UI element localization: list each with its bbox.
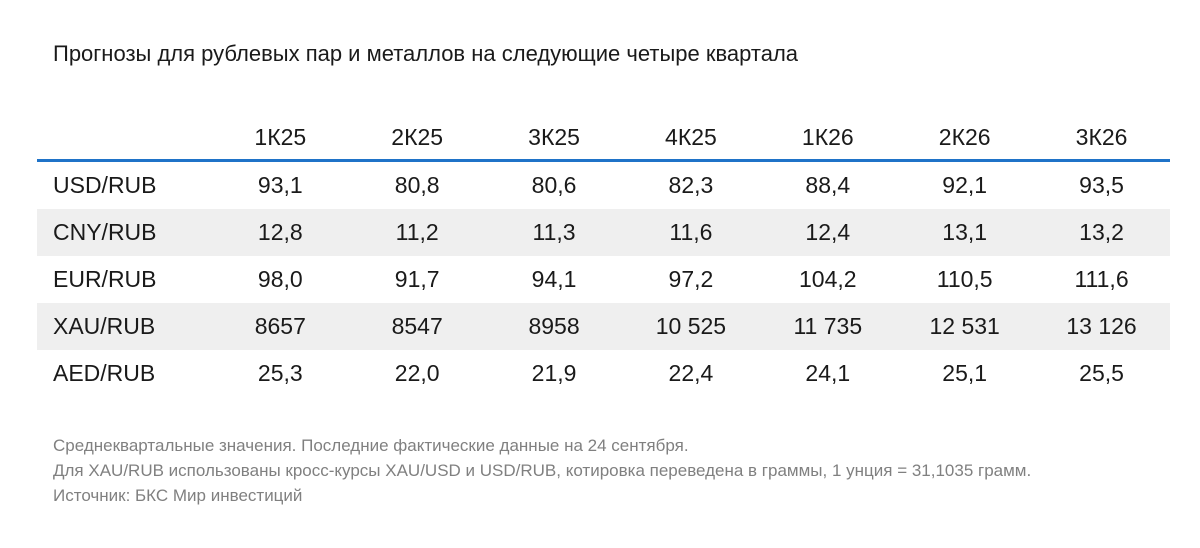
column-header: 4К25 [665,123,717,150]
table-cell: 13 126 [1066,313,1137,339]
row-label: AED/RUB [53,360,156,386]
table-row: XAU/RUB 8657 8547 8958 10 525 11 735 12 … [37,303,1170,350]
table-cell: 22,4 [668,360,714,386]
table-cell: 93,1 [257,172,303,198]
column-header: 3К25 [528,123,580,150]
table-cell: 88,4 [805,172,851,198]
table-cell: 8547 [391,313,443,339]
table-row: AED/RUB 25,3 22,0 21,9 22,4 24,1 25,1 25… [37,350,1170,397]
table-cell: 98,0 [257,266,303,292]
table-cell: 104,2 [799,266,857,292]
row-label: EUR/RUB [53,266,157,292]
table-cell: 25,5 [1079,360,1124,386]
table-cell: 80,8 [394,172,440,198]
table-cell: 12,4 [805,219,851,245]
page-title: Прогнозы для рублевых пар и металлов на … [53,41,799,66]
footnote-source: Источник: БКС Мир инвестиций [53,486,303,505]
row-label: CNY/RUB [53,219,157,245]
table-cell: 12,8 [257,219,303,245]
table-row: EUR/RUB 98,0 91,7 94,1 97,2 104,2 110,5 … [37,256,1170,303]
footnote-xau-method: Для XAU/RUB использованы кросс-курсы XAU… [53,461,1032,480]
table-cell: 11,2 [395,219,439,245]
table-cell: 91,7 [394,266,440,292]
table-cell: 8958 [528,313,580,339]
table-cell: 97,2 [668,266,714,292]
footnotes: Среднеквартальные значения. Последние фа… [53,433,1031,508]
table-cell: 22,0 [394,360,440,386]
table-row: USD/RUB 93,1 80,8 80,6 82,3 88,4 92,1 93… [37,162,1170,209]
table-cell: 24,1 [805,360,851,386]
table-cell: 10 525 [655,313,727,339]
table-cell: 92,1 [942,172,988,198]
table-cell: 11 735 [793,313,863,339]
table-cell: 12 531 [929,313,1000,339]
row-label: XAU/RUB [53,313,156,339]
forecast-table: 1К25 2К25 3К25 4К25 1К26 2К26 3К26 USD/R… [37,115,1170,397]
table-cell: 94,1 [531,266,577,292]
table-row: CNY/RUB 12,8 11,2 11,3 11,6 12,4 13,1 13… [37,209,1170,256]
table-cell: 110,5 [936,266,993,292]
row-label: USD/RUB [53,172,157,198]
table-cell: 8657 [254,313,306,339]
table-cell: 25,1 [942,360,988,386]
column-header: 1К25 [254,123,307,150]
table-cell: 13,1 [942,219,988,245]
table-cell: 25,3 [257,360,303,386]
footnote-period: Среднеквартальные значения. Последние фа… [53,436,689,455]
table-cell: 21,9 [531,360,577,386]
column-header: 2К26 [938,123,991,150]
column-header: 1К26 [801,123,854,150]
table-cell: 82,3 [668,172,714,198]
table-cell: 13,2 [1079,219,1124,245]
table-cell: 80,6 [531,172,577,198]
table-cell: 93,5 [1079,172,1124,198]
table-cell: 111,6 [1074,266,1129,292]
column-header: 2К25 [391,123,444,150]
column-header: 3К26 [1075,123,1128,150]
table-header-row: 1К25 2К25 3К25 4К25 1К26 2К26 3К26 [37,115,1170,162]
table-cell: 11,6 [669,219,713,245]
table-cell: 11,3 [532,219,576,245]
